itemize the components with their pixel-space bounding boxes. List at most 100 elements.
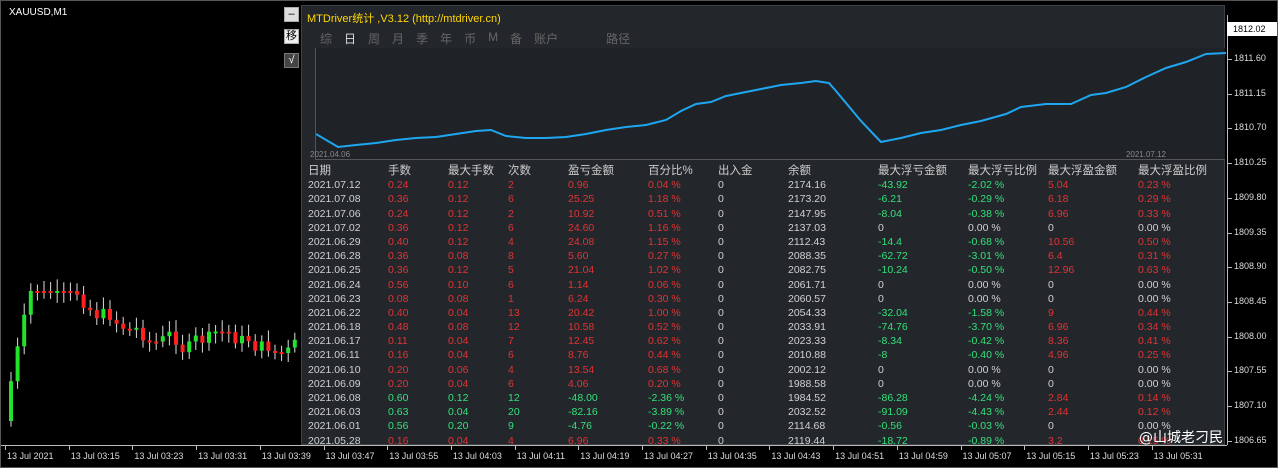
time-tick: 13 Jul 2021 [5,446,54,461]
table-cell-fp: 0 [1048,292,1054,305]
table-cell-io: 0 [718,392,724,404]
table-cell-pnl: 4.06 [568,377,589,390]
table-cell-fl: -86.28 [878,392,908,404]
table-cell-lots: 0.20 [388,377,409,390]
check-icon[interactable]: √ [284,53,299,68]
candle-body [147,340,152,343]
table-header: 日期 手数 最大手数 次数 盈亏金额 百分比% 出入金 余额 最大浮亏金额 最大浮亏比例 最大浮盈金… [308,164,1226,178]
table-cell-pnl: 24.08 [568,235,595,248]
table-cell-fpp: 0.31 % [1138,250,1171,263]
tab-1[interactable]: 日 [344,32,357,46]
tab-2[interactable]: 周 [368,32,381,46]
tab-3[interactable]: 月 [392,32,405,46]
table-cell-date: 2021.06.23 [308,292,361,305]
table-cell-flp: -0.42 % [968,335,1005,348]
tab-10[interactable]: 路径 [606,32,631,46]
time-tick: 13 Jul 03:39 [259,446,311,461]
table-cell-fpp: 0.29 % [1138,193,1171,206]
table-cell-maxlots: 0.04 [448,335,469,348]
table-cell-lots: 0.56 [388,420,409,433]
price-tick: 1809.80 [1228,192,1277,202]
table-cell-flp: -0.38 % [968,207,1005,220]
column-header: 最大浮盈比例 [1138,165,1207,177]
table-cell-bal: 2147.95 [788,207,826,220]
table-cell-fp: 6.96 [1048,207,1069,220]
table-cell-io: 0 [718,434,724,447]
table-cell-fp: 10.56 [1048,235,1075,248]
table-cell-flp: 0.00 % [968,377,1001,390]
table-row: 2021.06.10 0.20 0.06 4 13.54 0.68 % 0 2002.12 0 0… [308,363,1226,377]
table-cell-fp: 4.96 [1048,349,1069,362]
table-cell-fl: -8.04 [878,207,902,220]
table-cell-pct: 0.68 % [648,363,681,376]
table-cell-lots: 0.20 [388,363,409,376]
table-cell-fl: 0 [878,221,884,234]
candle-body [121,323,126,329]
table-cell-maxlots: 0.06 [448,363,469,376]
table-cell-count: 12 [508,392,520,404]
table-cell-count: 1 [508,292,514,305]
price-tick: 1807.10 [1228,400,1277,410]
table-cell-date: 2021.07.06 [308,207,361,220]
tab-8[interactable]: 备 [510,32,523,46]
move-icon[interactable]: 移 [284,29,299,44]
table-cell-fpp: 0.15 % [1138,434,1171,447]
candle-body [134,327,139,330]
tab-4[interactable]: 季 [416,32,429,46]
table-cell-pct: -3.89 % [648,406,685,419]
table-cell-date: 2021.06.24 [308,278,361,291]
table-cell-fp: 0 [1048,278,1054,291]
table-cell-pct: -0.22 % [648,420,685,433]
column-header: 余额 [788,165,811,177]
table-cell-bal: 1984.52 [788,392,826,404]
candle-body [88,307,93,311]
table-cell-pnl: 10.92 [568,207,595,220]
time-tick: 13 Jul 03:15 [68,446,120,461]
candlestick-chart[interactable] [1,1,301,445]
table-cell-maxlots: 0.04 [448,306,469,319]
table-cell-fp: 0 [1048,377,1054,390]
table-cell-maxlots: 0.04 [448,377,469,390]
table-cell-io: 0 [718,207,724,220]
tab-0[interactable]: 综 [320,32,333,46]
minimize-icon[interactable]: – [284,7,299,22]
table-cell-date: 2021.06.08 [308,392,361,404]
chart-start-date: 2021.04.06 [310,150,351,159]
table-cell-io: 0 [718,264,724,277]
table-cell-io: 0 [718,335,724,348]
candle-body [193,335,198,342]
candle-body [200,335,205,343]
tab-5[interactable]: 年 [440,32,453,46]
table-cell-io: 0 [718,377,724,390]
tab-9[interactable]: 账户 [534,32,559,46]
table-cell-date: 2021.06.22 [308,306,361,319]
table-cell-flp: 0.00 % [968,278,1001,291]
table-cell-pct: 0.04 % [648,179,681,192]
table-cell-bal: 1988.58 [788,377,826,390]
time-tick: 13 Jul 03:23 [132,446,184,461]
tab-6[interactable]: 币 [464,32,477,46]
candle-body [28,291,33,315]
time-tick: 13 Jul 05:23 [1087,446,1139,461]
price-tick: 1808.45 [1228,296,1277,306]
table-row: 2021.06.28 0.36 0.08 8 5.60 0.27 % 0 2088.35 -62… [308,249,1226,263]
table-row: 2021.06.17 0.11 0.04 7 12.45 0.62 % 0 2023.33 -8… [308,334,1226,348]
table-row: 2021.07.02 0.36 0.12 6 24.60 1.16 % 0 2137.03 0 0… [308,221,1226,235]
table-cell-date: 2021.06.18 [308,321,361,334]
table-cell-count: 7 [508,335,514,348]
balance-series-line [315,52,1227,149]
table-cell-fl: -8.34 [878,335,902,348]
table-cell-fp: 0 [1048,363,1054,376]
table-cell-lots: 0.63 [388,406,409,419]
price-tick: 1810.25 [1228,157,1277,167]
table-cell-pnl: -48.00 [568,392,598,404]
time-tick: 13 Jul 05:31 [1151,446,1203,461]
table-cell-maxlots: 0.12 [448,207,469,220]
table-cell-pct: 0.33 % [648,434,681,447]
candle-body [220,331,225,334]
candle-body [174,331,178,345]
price-tick: 1811.15 [1228,88,1277,98]
tab-7[interactable]: M [488,30,499,44]
table-cell-fpp: 0.00 % [1138,377,1171,390]
